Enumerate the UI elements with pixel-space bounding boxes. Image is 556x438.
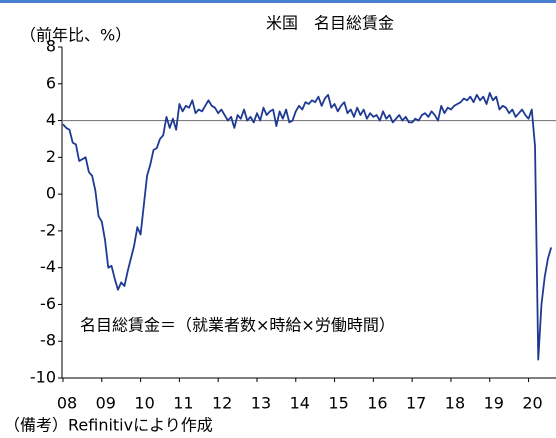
top-border	[0, 0, 556, 3]
x-tick-label: 09	[96, 394, 116, 413]
y-tick-label: -10	[30, 368, 56, 387]
x-tick-label: 10	[134, 394, 154, 413]
x-tick-label: 20	[522, 394, 542, 413]
y-tick-label: 8	[46, 37, 56, 56]
y-tick-label: 2	[46, 147, 56, 166]
annotation: 名目総賃金＝（就業者数×時給×労働時間）	[80, 316, 395, 335]
x-tick-label: 16	[367, 394, 387, 413]
y-tick-label: -8	[40, 331, 56, 350]
x-tick-label: 17	[406, 394, 426, 413]
x-tick-label: 15	[328, 394, 348, 413]
chart-title: 米国 名目総賃金	[266, 14, 394, 33]
x-tick-label: 18	[445, 394, 465, 413]
x-tick-label: 08	[57, 394, 77, 413]
y-tick-label: 4	[46, 110, 56, 129]
x-tick-label: 19	[484, 394, 504, 413]
data-line	[62, 92, 553, 361]
y-axis-label: （前年比、%）	[20, 26, 131, 45]
x-tick-label: 14	[290, 394, 310, 413]
y-tick-label: -6	[40, 294, 56, 313]
y-tick-label: -2	[40, 220, 56, 239]
y-tick-label: 6	[46, 73, 56, 92]
source-note: （備考）Refinitivにより作成	[4, 416, 213, 435]
y-tick-label: 0	[46, 184, 56, 203]
x-tick-label: 13	[251, 394, 271, 413]
y-tick-label: -4	[40, 257, 56, 276]
x-tick-label: 12	[212, 394, 232, 413]
x-tick-label: 11	[173, 394, 193, 413]
